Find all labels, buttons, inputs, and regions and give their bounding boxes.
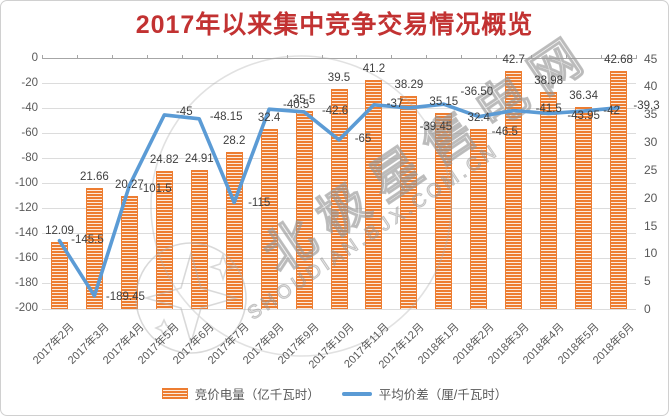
axis-tick [356, 54, 358, 59]
left-axis-tick-label: -200 [14, 302, 38, 314]
bar [610, 71, 628, 309]
axis-tick [601, 54, 603, 59]
axis-tick [496, 54, 498, 59]
bar [330, 89, 348, 309]
left-axis-tick-label: -120 [14, 201, 38, 214]
axis-tick [461, 54, 463, 59]
axis-tick [286, 54, 288, 59]
axis-tick [216, 54, 218, 59]
left-axis-tick-label: -80 [21, 151, 38, 164]
right-axis-tick-label: 20 [644, 190, 658, 205]
left-axis-tick-label: -140 [14, 226, 38, 239]
legend: 竞价电量（亿千瓦时） 平均价差（厘/千瓦时） [1, 384, 668, 403]
right-axis-tick-label: 35 [644, 107, 658, 122]
bar [540, 92, 558, 309]
axis-tick [42, 54, 43, 59]
left-axis-tick-label: -60 [21, 126, 38, 139]
bar [575, 106, 593, 309]
grid-line [42, 308, 636, 310]
bar [470, 128, 488, 309]
axis-tick [566, 54, 568, 59]
right-axis-tick-label: 0 [644, 302, 651, 316]
axis-tick [321, 54, 323, 59]
bar [295, 111, 313, 309]
bar [190, 170, 208, 309]
bar [365, 79, 383, 309]
axis-tick [426, 54, 428, 59]
bar [155, 170, 173, 309]
axis-tick [251, 54, 253, 59]
axis-tick [111, 54, 113, 59]
bar [50, 241, 68, 309]
left-axis-tick-label: -20 [21, 76, 38, 89]
legend-label-bar: 竞价电量（亿千瓦时） [194, 388, 320, 402]
right-axis-tick-label: 30 [644, 135, 658, 149]
left-axis-tick-label: -100 [14, 176, 38, 189]
right-axis-tick-label: 5 [644, 274, 651, 289]
legend-bar-swatch [161, 388, 188, 399]
category-axis-line [42, 58, 636, 59]
bar [435, 113, 453, 309]
right-axis-tick-label: 10 [644, 246, 658, 261]
grid-line [42, 83, 636, 85]
bar [505, 71, 523, 309]
left-axis-tick-label: -180 [14, 276, 38, 289]
bar [120, 196, 138, 309]
left-axis-tick-label: -160 [14, 251, 38, 264]
right-axis-tick-label: 15 [644, 218, 658, 233]
legend-label-line: 平均价差（厘/千瓦时） [378, 388, 508, 402]
bar [260, 128, 278, 309]
right-axis-tick-label: 45 [644, 51, 658, 66]
legend-line-swatch [341, 391, 372, 396]
right-axis-tick-label: 25 [644, 162, 658, 177]
axis-tick [146, 54, 148, 59]
axis-tick [531, 54, 533, 59]
bar [85, 188, 103, 309]
left-axis-tick-label: 0 [31, 51, 38, 64]
bar [225, 152, 243, 309]
right-axis-tick-label: 40 [644, 79, 658, 94]
axis-tick [636, 54, 637, 59]
left-axis-tick-label: -40 [21, 101, 38, 114]
axis-tick [181, 54, 183, 59]
axis-tick [391, 54, 393, 59]
bar [400, 95, 418, 309]
chart-title: 2017年以来集中竞争交易情况概览 [135, 11, 534, 39]
axis-tick [76, 54, 78, 59]
